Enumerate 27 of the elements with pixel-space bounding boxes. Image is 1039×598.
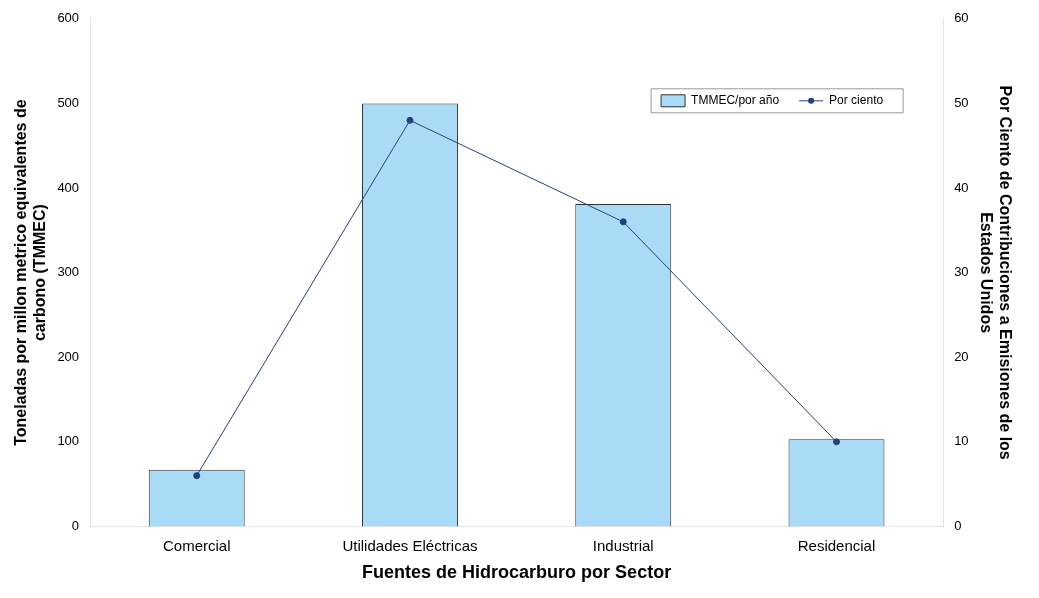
y-tick-label: 400 — [57, 179, 80, 195]
legend-label: TMMEC/por año — [691, 93, 780, 108]
y-tick-label: 100 — [57, 433, 80, 449]
x-axis-title: Fuentes de Hidrocarburo por Sector — [362, 562, 672, 583]
point — [619, 218, 627, 226]
y2-tick-label: 40 — [954, 179, 969, 195]
y-tick-label: 200 — [57, 348, 80, 364]
y2-tick-label: 50 — [954, 94, 969, 110]
x-tick-label: Utilidades Eléctricas — [342, 536, 478, 554]
y2-tick-label: 60 — [954, 10, 969, 26]
y2-tick-label: 30 — [954, 264, 969, 280]
point — [833, 438, 841, 446]
y2-tick-label: 20 — [954, 348, 969, 364]
y-axis-title: Toneladas por millon metrico equivalentes de carbono (TMMEC) — [12, 99, 49, 446]
x-tick-label: Residencial — [797, 536, 876, 554]
point — [193, 472, 201, 480]
y-tick-label: 500 — [57, 94, 80, 110]
y-tick-label: 600 — [57, 10, 80, 26]
point — [406, 116, 414, 124]
x-tick-label: Industrial — [592, 536, 654, 554]
y-tick-label: 0 — [71, 517, 80, 533]
y2-tick-label: 0 — [954, 517, 962, 533]
legend-label: Por ciento — [829, 93, 884, 108]
y2-tick-label: 10 — [954, 433, 969, 449]
y2-axis-title: Por Ciento de Contribuciones a Emisiones de los Estados Unidos — [977, 85, 1014, 460]
y-tick-label: 300 — [57, 264, 80, 280]
x-tick-label: Comercial — [162, 536, 231, 554]
